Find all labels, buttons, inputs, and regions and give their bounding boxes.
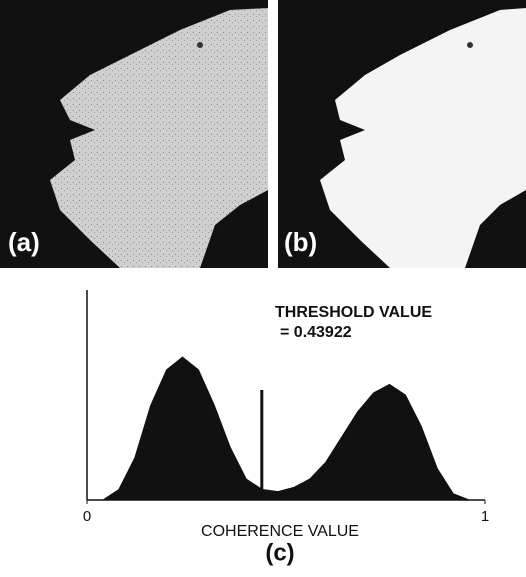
histogram-area	[103, 357, 469, 500]
x-tick-label: 0	[83, 508, 91, 525]
panel-label: (c)	[265, 539, 294, 566]
panel-b: (b)	[278, 0, 526, 268]
x-axis-label: COHERENCE VALUE	[201, 523, 359, 540]
threshold-title: THRESHOLD VALUE	[275, 304, 432, 321]
panel-label: (b)	[284, 227, 317, 257]
panel-a: (a)	[0, 0, 268, 268]
threshold-label: = 0.43922	[280, 324, 352, 341]
x-tick-label: 1	[481, 508, 489, 525]
panel-label: (a)	[8, 227, 40, 257]
figure: (a) (b) THRESHOLD VALUE = 0.43922 COHERE…	[0, 0, 526, 577]
